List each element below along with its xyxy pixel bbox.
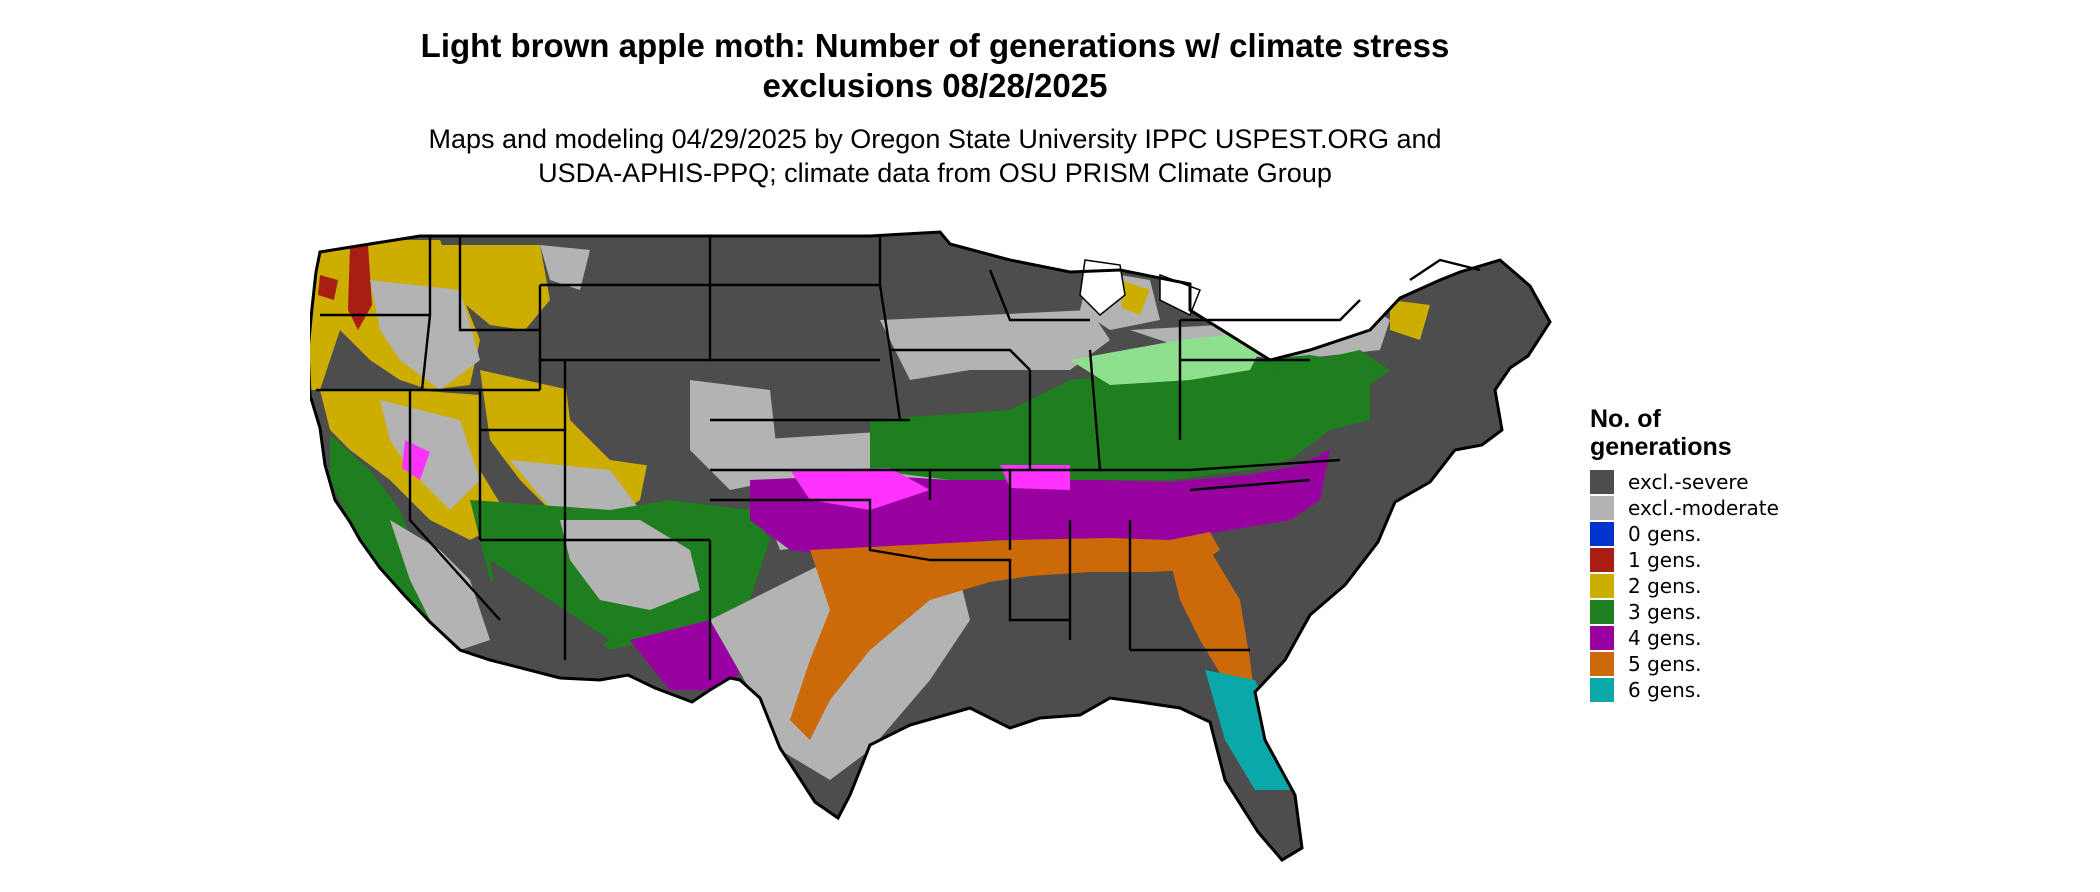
border-in-oh <box>1088 349 1102 471</box>
region-4gens-bright-tennessee <box>1000 465 1070 490</box>
map-title-line1: Light brown apple moth: Number of genera… <box>420 27 1450 64</box>
border-ia-mo <box>890 348 1031 371</box>
legend-title-line2: generations <box>1590 433 1732 461</box>
map-subtitle: Maps and modeling 04/29/2025 by Oregon S… <box>0 122 1870 190</box>
border-nc-sc <box>1189 478 1311 492</box>
border-ar-la <box>930 558 1070 622</box>
region-moderate-iowa <box>880 310 1110 380</box>
region-3gens-mid-atlantic <box>1270 350 1390 410</box>
border-ok-tx <box>710 498 931 562</box>
border-ca-nv <box>408 390 501 621</box>
map-subtitle-line2: USDA-APHIS-PPQ; climate data from OSU PR… <box>538 158 1332 188</box>
legend-item: 2 gens. <box>1590 573 1790 599</box>
legend-swatch <box>1590 626 1614 650</box>
legend-swatch <box>1590 496 1614 520</box>
region-moderate-nevada <box>380 400 480 510</box>
climate-regions <box>310 232 1550 860</box>
legend-title-line1: No. of <box>1590 405 1661 433</box>
border-wa-id <box>420 236 432 391</box>
legend-label: 4 gens. <box>1628 626 1702 650</box>
legend-title: No. of generations <box>1590 405 1790 461</box>
border-wi <box>988 269 1090 322</box>
region-moderate-mojave <box>390 520 490 650</box>
map-title: Light brown apple moth: Number of genera… <box>0 26 1870 106</box>
legend-item: excl.-moderate <box>1590 495 1790 521</box>
region-3gens-midwest <box>870 355 1370 490</box>
region-1gens-cascades <box>348 245 372 330</box>
lake-michigan <box>1079 259 1126 317</box>
legend-item: 6 gens. <box>1590 677 1790 703</box>
legend-label: excl.-moderate <box>1628 496 1779 520</box>
legend-item: 0 gens. <box>1590 521 1790 547</box>
region-2gens-lake-michigan-shore <box>1120 280 1150 315</box>
region-severe-arizona-desert <box>490 560 610 660</box>
region-5gens-florida <box>1170 550 1255 700</box>
us-generations-map <box>310 230 1552 862</box>
legend-label: excl.-severe <box>1628 470 1749 494</box>
legend: No. of generations excl.-severe excl.-mod… <box>1590 405 1790 703</box>
region-moderate-interior-northwest <box>370 280 480 390</box>
legend-item: 1 gens. <box>1590 547 1790 573</box>
region-2gens-new-york <box>1210 270 1310 320</box>
us-outline <box>310 230 1552 862</box>
legend-item: 3 gens. <box>1590 599 1790 625</box>
region-moderate-montana <box>540 245 590 290</box>
map-subtitle-line1: Maps and modeling 04/29/2025 by Oregon S… <box>428 124 1442 154</box>
legend-swatch <box>1590 548 1614 572</box>
legend-label: 3 gens. <box>1628 600 1702 624</box>
legend-swatch <box>1590 574 1614 598</box>
legend-label: 5 gens. <box>1628 652 1702 676</box>
legend-label: 2 gens. <box>1628 574 1702 598</box>
region-2gens-idaho <box>420 245 550 330</box>
region-1gens-coast <box>318 275 338 300</box>
legend-swatch <box>1590 470 1614 494</box>
region-5gens-gulf-coast <box>790 532 1220 740</box>
region-6gens-south-florida <box>1205 670 1290 790</box>
border-ny-pa <box>1180 299 1361 322</box>
region-3gens-light-ohio <box>1070 330 1270 385</box>
legend-list: excl.-severe excl.-moderate 0 gens. 1 gens.… <box>1590 469 1790 703</box>
region-moderate-arizona-plateau <box>560 520 700 610</box>
border-id-mt <box>458 236 540 332</box>
state-boundaries <box>316 236 1481 680</box>
legend-item: 4 gens. <box>1590 625 1790 651</box>
legend-swatch <box>1590 678 1614 702</box>
map-title-line2: exclusions 08/28/2025 <box>762 67 1108 104</box>
legend-swatch <box>1590 522 1614 546</box>
legend-item: excl.-severe <box>1590 469 1790 495</box>
legend-swatch <box>1590 652 1614 676</box>
legend-label: 6 gens. <box>1628 678 1702 702</box>
legend-label: 0 gens. <box>1628 522 1702 546</box>
region-moderate-colorado <box>690 380 780 490</box>
legend-label: 1 gens. <box>1628 548 1702 572</box>
legend-swatch <box>1590 600 1614 624</box>
region-2gens-new-england <box>1390 300 1430 340</box>
border-vt-nh-me <box>1409 258 1481 281</box>
legend-item: 5 gens. <box>1590 651 1790 677</box>
border-tn-ky <box>1010 458 1341 472</box>
